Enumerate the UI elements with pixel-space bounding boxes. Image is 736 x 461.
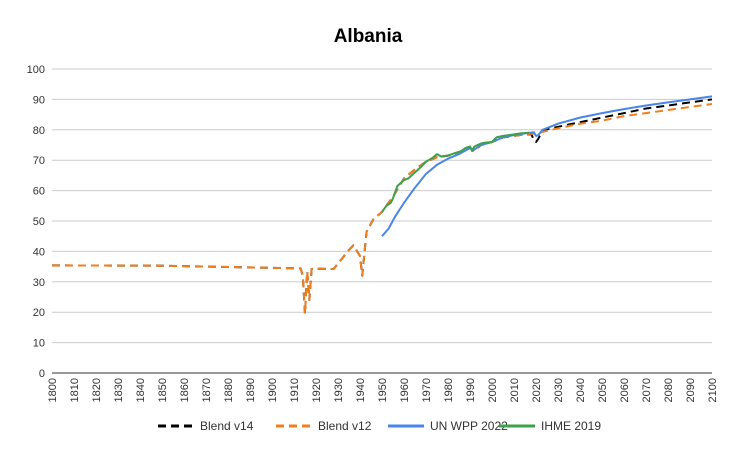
x-tick-label: 2050	[597, 378, 609, 402]
x-tick-label: 1900	[267, 378, 279, 402]
y-axis: 0 10 20 30 40 50 60 70 80 90 100	[27, 64, 45, 380]
x-tick-label: 1860	[179, 378, 191, 402]
grid-lines	[52, 68, 712, 374]
y-tick-label: 70	[33, 155, 45, 167]
series-line-3	[381, 95, 713, 237]
series-group	[51, 95, 713, 315]
x-tick-label: 1960	[399, 378, 411, 402]
x-tick-label: 2070	[641, 378, 653, 402]
series-line-2	[51, 103, 713, 315]
x-tick-label: 1800	[47, 378, 59, 402]
series-line-4	[381, 131, 530, 213]
y-tick-label: 80	[33, 125, 45, 137]
y-tick-label: 20	[33, 307, 45, 319]
x-tick-label: 2000	[487, 378, 499, 402]
x-tick-label: 2010	[509, 378, 521, 402]
chart-title: Albania	[334, 26, 403, 47]
legend-label: Blend v12	[318, 419, 372, 433]
x-tick-label: 1930	[333, 378, 345, 402]
legend-label: Blend v14	[200, 419, 254, 433]
x-tick-label: 2060	[619, 378, 631, 402]
legend-label: UN WPP 2022	[430, 419, 508, 433]
x-tick-label: 2030	[553, 378, 565, 402]
legend: Blend v14 Blend v12 UN WPP 2022 IHME 2019	[158, 419, 601, 433]
x-tick-label: 1950	[377, 378, 389, 402]
y-tick-label: 100	[27, 64, 45, 76]
x-tick-label: 1920	[311, 378, 323, 402]
x-tick-label: 1890	[245, 378, 257, 402]
x-tick-label: 2020	[531, 378, 543, 402]
legend-label: IHME 2019	[541, 419, 601, 433]
x-tick-label: 2100	[707, 378, 719, 402]
x-tick-label: 1830	[113, 378, 125, 402]
y-tick-label: 0	[39, 368, 45, 380]
x-tick-label: 1940	[355, 378, 367, 402]
x-tick-label: 1980	[443, 378, 455, 402]
x-tick-label: 1850	[157, 378, 169, 402]
x-tick-label: 1810	[69, 378, 81, 402]
x-axis: 1800 1810 1820 1830 1840 1850 1860 1870 1880 1890…	[47, 378, 719, 402]
x-tick-label: 2080	[663, 378, 675, 402]
x-tick-label: 1820	[91, 378, 103, 402]
x-tick-label: 1880	[223, 378, 235, 402]
x-tick-label: 2040	[575, 378, 587, 402]
y-tick-label: 60	[33, 186, 45, 198]
y-tick-label: 50	[33, 216, 45, 228]
y-tick-label: 10	[33, 338, 45, 350]
x-tick-label: 1870	[201, 378, 213, 402]
x-tick-label: 2090	[685, 378, 697, 402]
x-tick-label: 1970	[421, 378, 433, 402]
x-tick-label: 1990	[465, 378, 477, 402]
x-tick-label: 1910	[289, 378, 301, 402]
y-tick-label: 40	[33, 246, 45, 258]
y-tick-label: 90	[33, 94, 45, 106]
x-tick-label: 1840	[135, 378, 147, 402]
y-tick-label: 30	[33, 277, 45, 289]
